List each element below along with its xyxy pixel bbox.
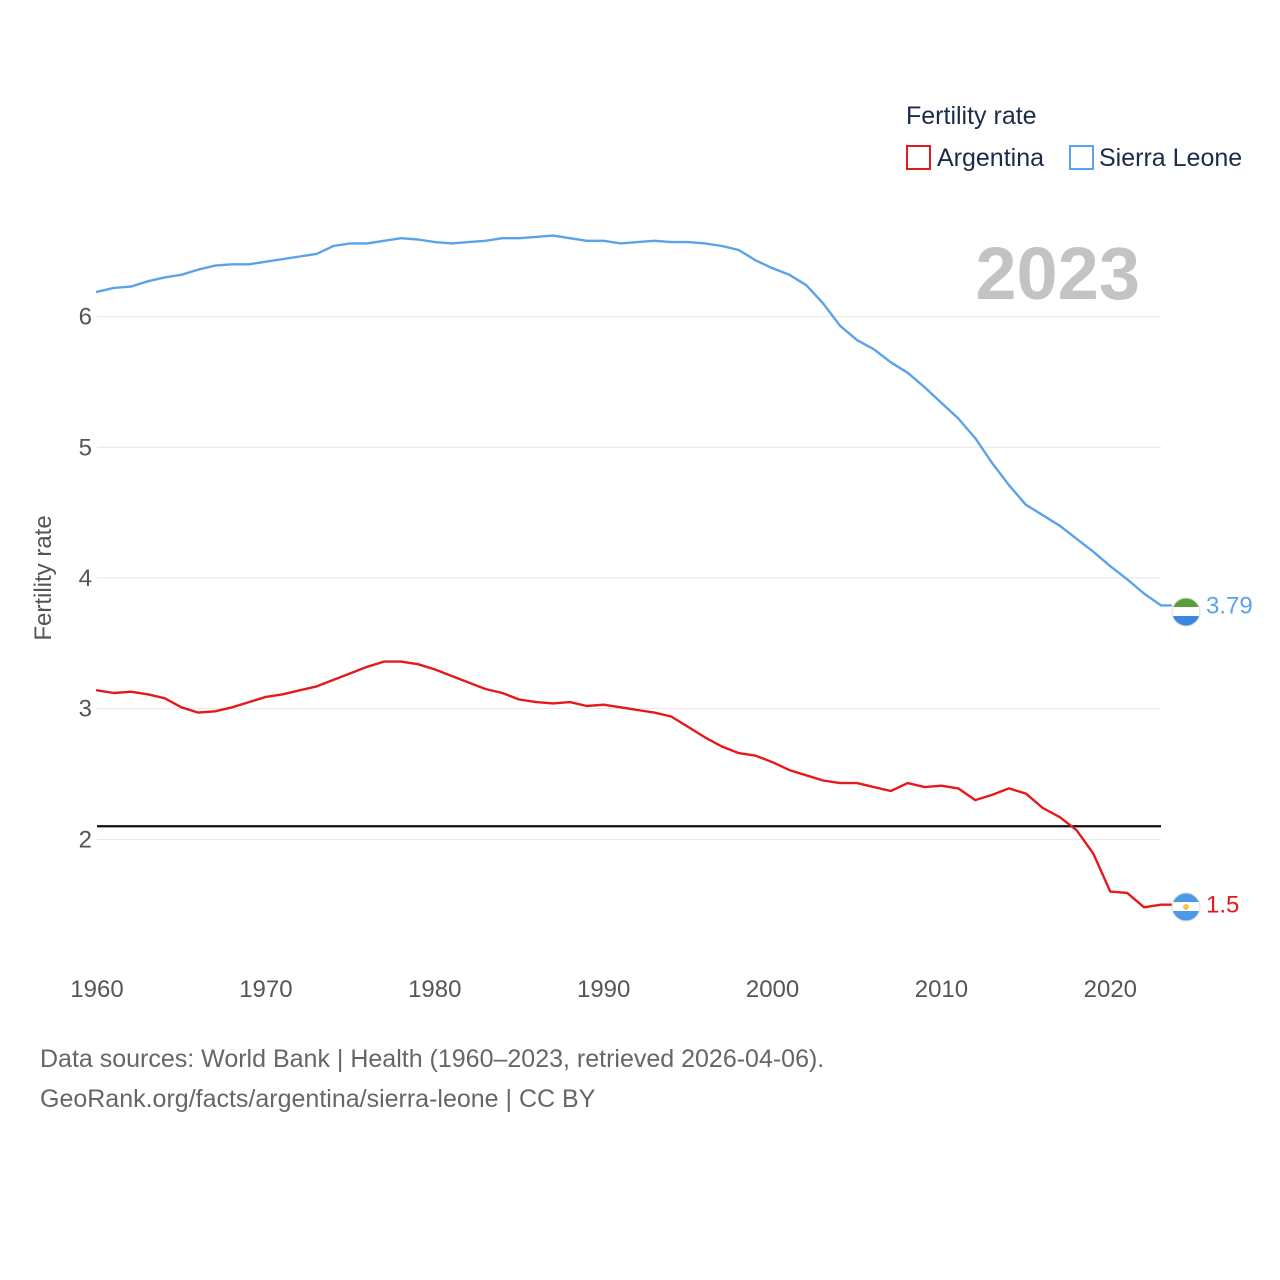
y-axis-ticks: 2 3 4 5 6 (79, 304, 92, 854)
series-line-argentina[interactable] (95, 660, 1173, 909)
x-tick-label: 2010 (915, 976, 968, 1003)
legend-label-argentina[interactable]: Argentina (937, 144, 1044, 172)
x-tick-label: 2000 (746, 976, 799, 1003)
series-line-sierra-leone[interactable] (95, 234, 1173, 607)
legend: Fertility rate Argentina Sierra Leone (906, 102, 1242, 172)
footer-source: Data sources: World Bank | Health (1960–… (40, 1045, 825, 1073)
legend-swatch-sierra-leone[interactable] (1069, 145, 1094, 170)
x-tick-label: 1980 (408, 976, 461, 1003)
argentina-flag-icon (1172, 893, 1200, 921)
argentina-end-marker: 1.5 (1171, 892, 1239, 922)
y-tick-label: 3 (79, 696, 92, 723)
gridlines (97, 316, 1161, 840)
y-tick-label: 4 (79, 565, 92, 592)
footer-license[interactable]: GeoRank.org/facts/argentina/sierra-leone… (40, 1085, 596, 1113)
x-tick-label: 1970 (239, 976, 292, 1003)
legend-label-sierra-leone[interactable]: Sierra Leone (1099, 144, 1242, 172)
argentina-end-value: 1.5 (1206, 892, 1239, 919)
legend-swatch-argentina[interactable] (906, 145, 931, 170)
sierra-leone-end-value: 3.79 (1206, 592, 1253, 619)
sierra-leone-end-marker: 3.79 (1171, 592, 1253, 627)
y-tick-label: 2 (79, 826, 92, 853)
x-tick-label: 1990 (577, 976, 630, 1003)
y-tick-label: 6 (79, 304, 92, 331)
sierra-leone-flag-icon (1172, 598, 1200, 626)
series-lines (95, 234, 1173, 909)
x-tick-label: 1960 (70, 976, 123, 1003)
y-axis-title: Fertility rate (30, 515, 57, 640)
x-tick-label: 2020 (1084, 976, 1137, 1003)
x-axis-ticks: 1960 1970 1980 1990 2000 2010 2020 (70, 976, 1137, 1003)
legend-title: Fertility rate (906, 102, 1037, 130)
y-tick-label: 5 (79, 434, 92, 461)
year-label: 2023 (975, 232, 1140, 315)
